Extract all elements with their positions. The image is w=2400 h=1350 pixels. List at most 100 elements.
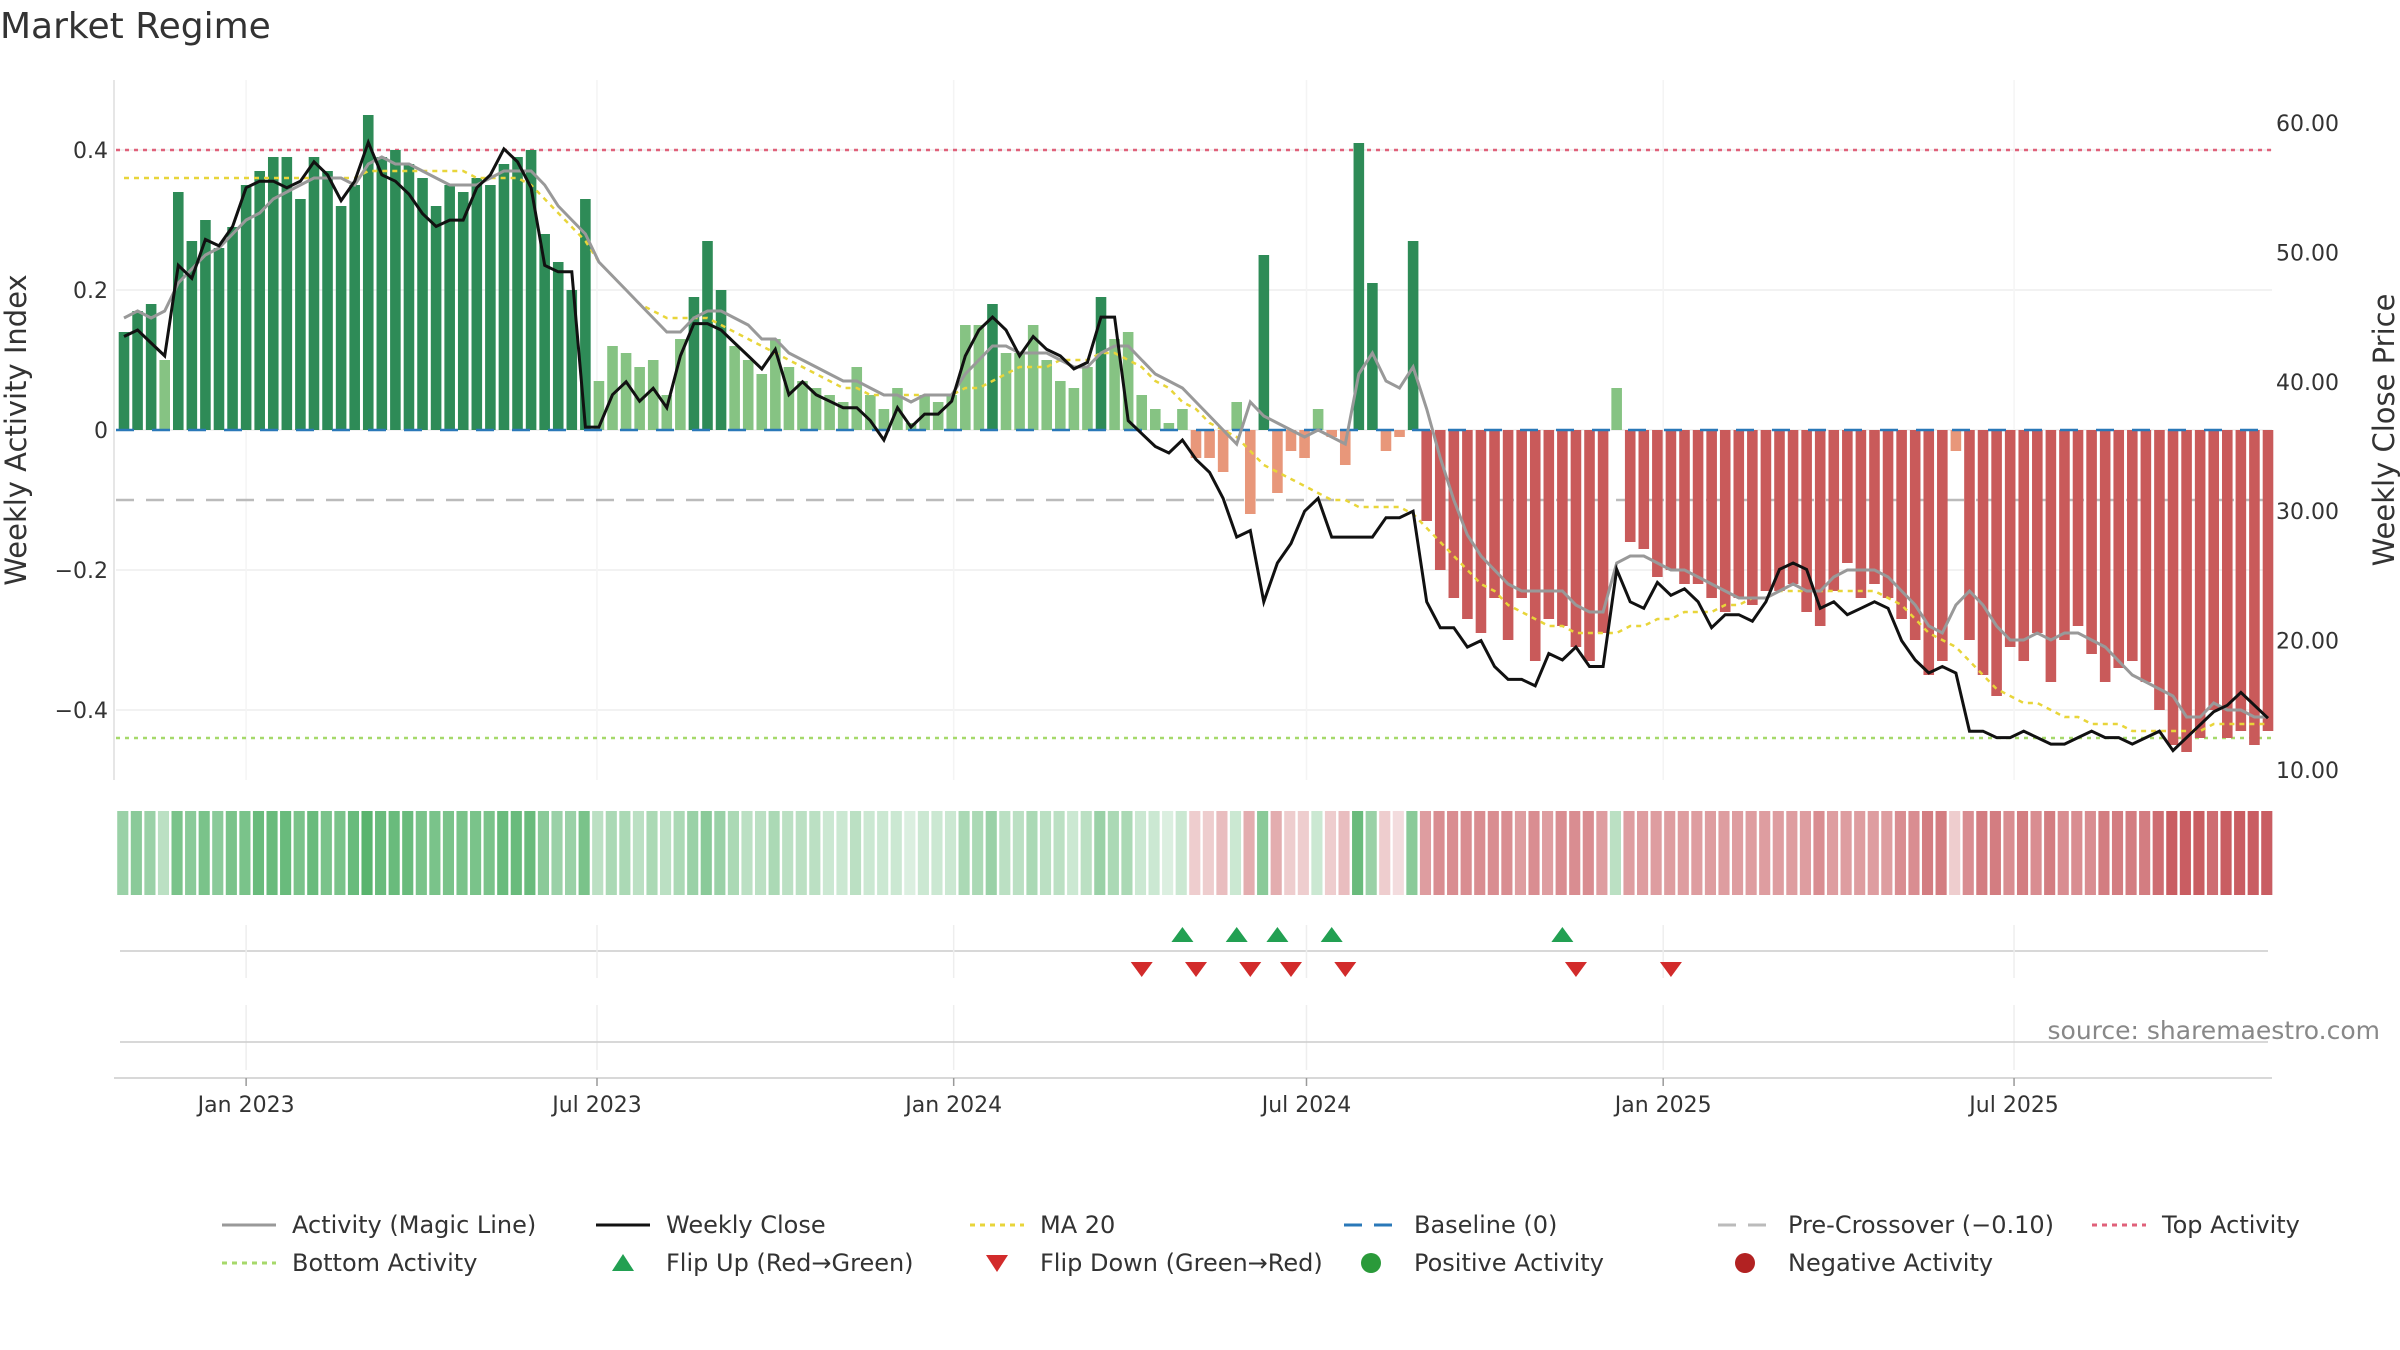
regime-strip-cell bbox=[551, 811, 563, 895]
regime-strip-cell bbox=[1202, 811, 1214, 895]
legend-item-close: Weekly Close bbox=[596, 1211, 826, 1239]
regime-strip-cell bbox=[605, 811, 617, 895]
positive-activity-bar bbox=[919, 395, 930, 430]
negative-activity-bar bbox=[1285, 430, 1297, 451]
negative-activity-bar bbox=[2140, 430, 2152, 682]
flip-down-marker bbox=[1185, 962, 1207, 977]
regime-strip-cell bbox=[877, 811, 889, 895]
regime-strip-cell bbox=[863, 811, 875, 895]
negative-activity-bar bbox=[1733, 430, 1745, 598]
legend-item-flip-down: Flip Down (Green→Red) bbox=[986, 1249, 1323, 1277]
regime-strip-cell bbox=[225, 811, 237, 895]
positive-activity-bar bbox=[987, 304, 998, 430]
positive-activity-bar bbox=[145, 304, 157, 430]
negative-activity-bar bbox=[1774, 430, 1785, 591]
positive-activity-bar bbox=[186, 241, 198, 430]
regime-strip-cell bbox=[822, 811, 834, 895]
y-tick-label: 0.4 bbox=[73, 139, 108, 164]
regime-strip-cell bbox=[2261, 811, 2273, 895]
positive-activity-bar bbox=[715, 290, 727, 430]
y2-tick-label: 50.00 bbox=[2276, 241, 2339, 266]
negative-activity-bar bbox=[1434, 430, 1446, 570]
regime-strip-cell bbox=[1379, 811, 1391, 895]
regime-strip-cell bbox=[456, 811, 468, 895]
regime-strip-cell bbox=[280, 811, 292, 895]
regime-strip-cell bbox=[1053, 811, 1065, 895]
regime-strip-cell bbox=[985, 811, 997, 895]
regime-strip-cell bbox=[1474, 811, 1486, 895]
regime-strip-cell bbox=[117, 811, 129, 895]
positive-activity-bar bbox=[837, 402, 849, 430]
regime-strip-cell bbox=[1664, 811, 1676, 895]
legend-label: Pre-Crossover (−0.10) bbox=[1788, 1211, 2054, 1239]
regime-strip-cell bbox=[1338, 811, 1350, 895]
positive-activity-bar bbox=[1014, 353, 1025, 430]
regime-strip-cell bbox=[1012, 811, 1024, 895]
regime-strip-cell bbox=[782, 811, 794, 895]
regime-strip-cell bbox=[972, 811, 984, 895]
regime-strip-cell bbox=[849, 811, 862, 895]
regime-strip-cell bbox=[510, 811, 522, 895]
regime-strip-cell bbox=[212, 811, 224, 895]
regime-strip-cell bbox=[144, 811, 156, 895]
negative-activity-bar bbox=[2167, 430, 2179, 745]
regime-strip-cell bbox=[1216, 811, 1228, 895]
regime-strip-cell bbox=[1257, 811, 1269, 895]
regime-strip bbox=[117, 811, 2273, 895]
regime-strip-cell bbox=[497, 811, 509, 895]
regime-strip-cell bbox=[130, 811, 142, 895]
flip-down-marker bbox=[1564, 962, 1587, 977]
regime-strip-cell bbox=[646, 811, 658, 895]
regime-strip-cell bbox=[1935, 811, 1947, 895]
negative-activity-bar bbox=[2004, 430, 2016, 647]
regime-strip-cell bbox=[2098, 811, 2110, 895]
regime-strip-cell bbox=[687, 811, 699, 895]
weekly-close-line bbox=[123, 138, 2270, 753]
negative-activity-bar bbox=[1462, 430, 1473, 619]
y-tick-label: −0.4 bbox=[55, 699, 108, 724]
positive-activity-bar bbox=[810, 388, 822, 430]
regime-strip-cell bbox=[524, 811, 536, 895]
regime-strip-cell bbox=[931, 811, 943, 895]
regime-strip-cell bbox=[1786, 811, 1798, 895]
regime-strip-cell bbox=[185, 811, 197, 895]
regime-strip-cell bbox=[1134, 811, 1147, 895]
legend-item-negative-activity: Negative Activity bbox=[1735, 1249, 1993, 1277]
x-tick-label: Jul 2023 bbox=[550, 1093, 642, 1118]
regime-strip-cell bbox=[2125, 811, 2137, 895]
negative-activity-bar bbox=[1597, 430, 1609, 633]
negative-activity-bar bbox=[2194, 430, 2206, 738]
regime-strip-cell bbox=[239, 811, 251, 895]
negative-activity-bar bbox=[1516, 430, 1527, 598]
regime-strip-cell bbox=[1609, 811, 1622, 895]
negative-activity-bar bbox=[1747, 430, 1758, 605]
regime-strip-cell bbox=[198, 811, 210, 895]
positive-activity-bar bbox=[1149, 409, 1161, 430]
regime-strip-cell bbox=[592, 811, 604, 895]
regime-strip-cell bbox=[2111, 811, 2124, 895]
regime-strip-cell bbox=[1826, 811, 1839, 895]
regime-strip-cell bbox=[1447, 811, 1459, 895]
legend-circle-icon bbox=[1735, 1253, 1755, 1273]
negative-activity-bar bbox=[1869, 430, 1880, 584]
legend: Activity (Magic Line) Weekly Close MA 20 Ba… bbox=[222, 1211, 2300, 1277]
regime-strip-cell bbox=[1039, 811, 1052, 895]
regime-strip-cell bbox=[1962, 811, 1974, 895]
positive-activity-bar bbox=[783, 367, 795, 430]
regime-strip-cell bbox=[1854, 811, 1866, 895]
regime-strip-cell bbox=[1365, 811, 1377, 895]
regime-strip-cell bbox=[1745, 811, 1757, 895]
positive-activity-bar bbox=[525, 150, 537, 430]
positive-activity-bar bbox=[770, 339, 781, 430]
regime-strip-cell bbox=[347, 811, 360, 895]
y-tick-label: 0.2 bbox=[73, 279, 108, 304]
positive-activity-bar bbox=[932, 402, 944, 430]
legend-item-positive-activity: Positive Activity bbox=[1361, 1249, 1604, 1277]
negative-activity-bar bbox=[1502, 430, 1514, 640]
regime-strip-cell bbox=[999, 811, 1011, 895]
legend-label: Positive Activity bbox=[1414, 1249, 1604, 1277]
positive-activity-bar bbox=[580, 199, 591, 430]
y2-axis-label: Weekly Close Price bbox=[2367, 294, 2400, 567]
legend-item-baseline: Baseline (0) bbox=[1344, 1211, 1557, 1239]
regime-strip-cell bbox=[741, 811, 753, 895]
